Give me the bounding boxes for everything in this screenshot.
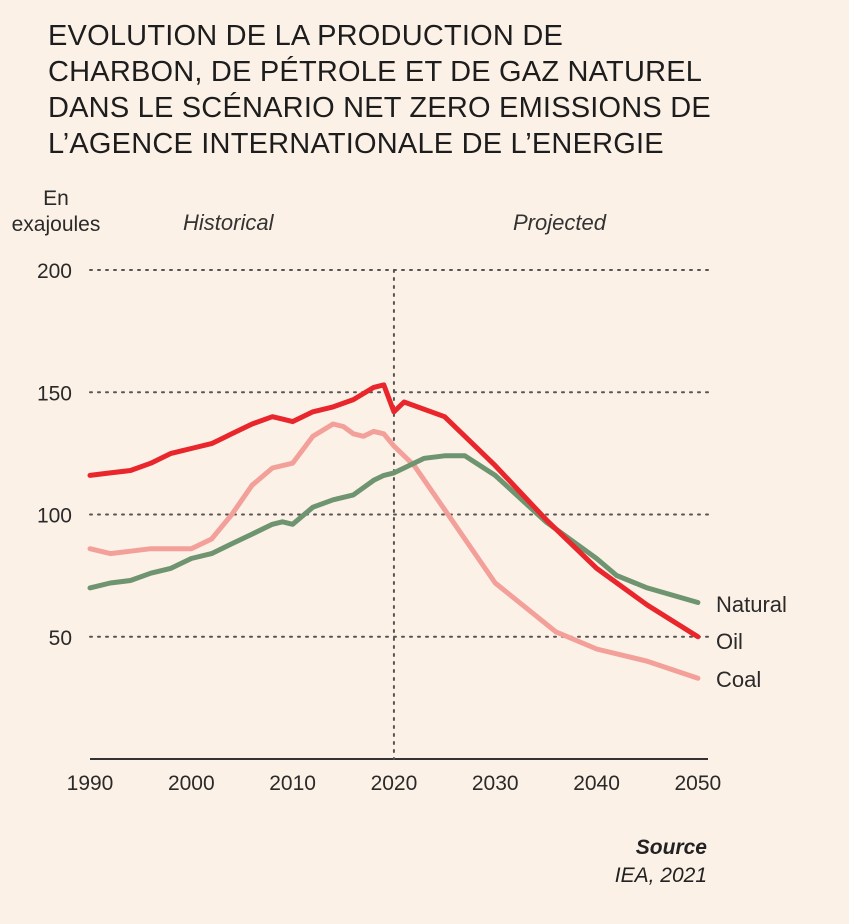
x-tick-labels: 1990 2000 2010 2020 2030 2040 2050 xyxy=(67,772,722,795)
y-axis-label-line-2: exajoules xyxy=(11,213,101,236)
x-tick-label-2050: 2050 xyxy=(675,772,722,795)
y-tick-label-100: 100 xyxy=(37,505,72,528)
series-line-oil xyxy=(87,382,701,640)
chart-title: EVOLUTION DE LA PRODUCTION DE CHARBON, D… xyxy=(48,18,768,162)
y-tick-label-200: 200 xyxy=(37,260,72,283)
x-tick-label-2020: 2020 xyxy=(371,772,418,795)
historical-label: Historical xyxy=(183,210,274,235)
source-title: Source xyxy=(635,836,707,859)
x-tick-label-2010: 2010 xyxy=(269,772,316,795)
series-labels: Oil Natural Coal xyxy=(716,592,787,692)
x-tick-label-2040: 2040 xyxy=(573,772,620,795)
y-axis-label: En exajoules xyxy=(4,186,108,238)
title-line-2: CHARBON, DE PÉTROLE ET DE GAZ NATUREL xyxy=(48,56,703,88)
title-line-3: DANS LE SCÉNARIO NET ZERO EMISSIONS DE xyxy=(48,92,711,124)
y-tick-labels: 50 100 150 200 xyxy=(37,260,72,650)
x-tick-label-2030: 2030 xyxy=(472,772,519,795)
series-line-natural xyxy=(87,453,701,605)
title-line-1: EVOLUTION DE LA PRODUCTION DE xyxy=(48,20,563,52)
series-label-coal: Coal xyxy=(716,667,761,692)
source-note: Source IEA, 2021 xyxy=(615,834,707,890)
series-label-natural: Natural xyxy=(716,592,787,617)
y-tick-label-50: 50 xyxy=(49,627,72,650)
projected-label: Projected xyxy=(513,210,606,235)
series-line-coal xyxy=(87,421,701,681)
y-tick-label-150: 150 xyxy=(37,382,72,405)
series-label-oil: Oil xyxy=(716,629,743,654)
series-lines xyxy=(87,382,701,681)
y-axis-label-line-1: En xyxy=(43,187,69,210)
title-line-4: L’AGENCE INTERNATIONALE DE L’ENERGIE xyxy=(48,128,664,160)
x-tick-label-2000: 2000 xyxy=(168,772,215,795)
gridlines xyxy=(89,269,709,638)
x-tick-label-1990: 1990 xyxy=(67,772,114,795)
source-text: IEA, 2021 xyxy=(614,864,707,887)
